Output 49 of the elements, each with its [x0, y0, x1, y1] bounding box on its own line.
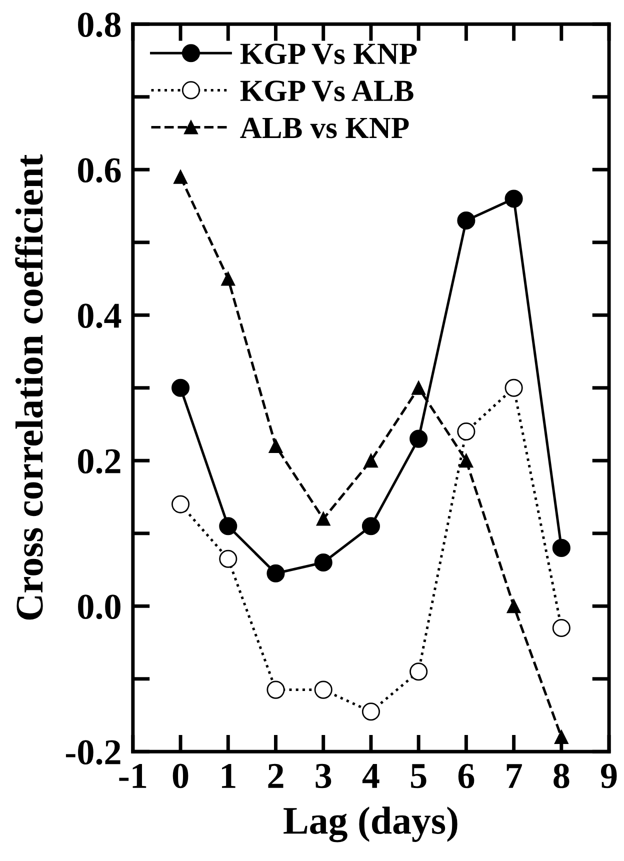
point: [362, 517, 380, 536]
point: [221, 272, 236, 286]
point: [457, 422, 476, 441]
x-tick-label: 7: [506, 764, 522, 788]
y-tick-label: -0.2: [66, 740, 120, 765]
y-tick-label: 0.4: [78, 304, 122, 328]
y-tick-label: 0.2: [78, 449, 120, 474]
point: [552, 618, 570, 637]
point: [504, 378, 523, 397]
x-tick-label: 1: [222, 764, 236, 788]
point: [457, 212, 476, 230]
x-tick-label: 6: [458, 764, 474, 788]
x-axis-title: Lag (days): [284, 806, 458, 842]
x-tick-label: 4: [362, 764, 380, 788]
y-tick-label: 0.0: [78, 594, 120, 620]
point: [364, 454, 378, 468]
point: [219, 550, 238, 568]
point: [171, 495, 190, 514]
y-axis-title: Cross correlation coefficient: [15, 154, 43, 620]
point: [171, 378, 190, 397]
x-tick-label: 9: [600, 764, 617, 788]
point: [410, 430, 428, 448]
point: [362, 702, 380, 721]
point: [268, 439, 283, 454]
x-tick-label: 3: [316, 764, 332, 788]
point: [314, 553, 332, 572]
y-tick-label: 0.6: [78, 158, 121, 183]
point: [504, 190, 523, 208]
x-tick-label: 2: [268, 764, 284, 788]
point: [459, 454, 474, 468]
point: [506, 599, 521, 614]
point: [316, 512, 330, 526]
x-tick-label: 0: [172, 764, 188, 788]
point: [552, 538, 570, 557]
y-tick-label: 0.8: [78, 12, 121, 38]
point: [314, 680, 332, 699]
legend-label: ALB vs KNP: [240, 118, 409, 138]
legend-label: KGP Vs ALB: [240, 80, 414, 102]
point: [219, 517, 238, 536]
point: [412, 380, 426, 395]
x-tick-label: 5: [410, 764, 426, 788]
point: [174, 170, 188, 184]
x-tick-label: -1: [119, 764, 146, 788]
point: [266, 564, 285, 582]
point: [266, 680, 285, 699]
point: [554, 730, 568, 744]
point: [410, 662, 428, 681]
x-tick-label: 8: [554, 764, 570, 788]
legend-label: KGP Vs KNP: [240, 44, 417, 64]
